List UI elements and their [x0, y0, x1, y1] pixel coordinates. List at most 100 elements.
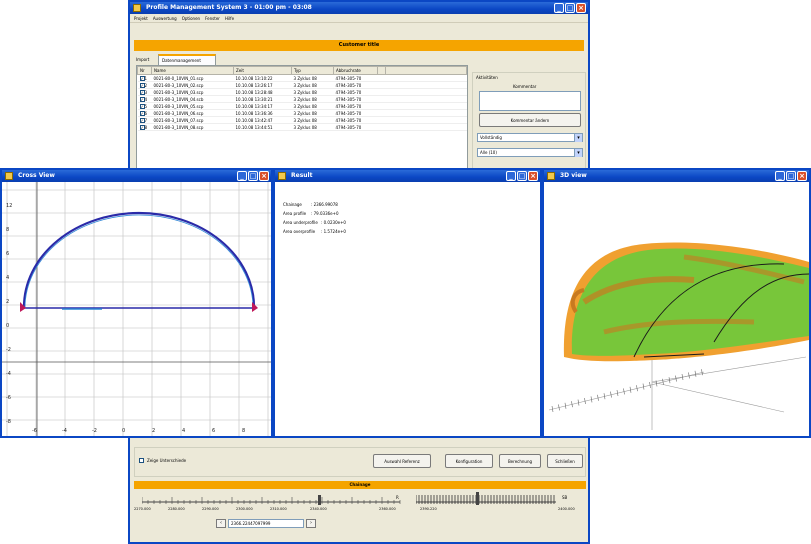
y-tick-label: -4: [6, 371, 11, 377]
row-empty-cell: [377, 116, 386, 124]
menu-optionen[interactable]: Optionen: [181, 16, 201, 21]
close-icon[interactable]: ×: [576, 3, 586, 13]
comment-field[interactable]: [479, 91, 581, 111]
main-title-bar[interactable]: Profile Management System 3 - 01:00 pm -…: [130, 2, 588, 14]
result-row-area-overprofile: Area overprofile: 1.5724e+0: [283, 227, 346, 236]
row-checkbox[interactable]: ✓: [139, 103, 145, 109]
axis-tick: [688, 372, 690, 379]
minimize-icon[interactable]: _: [775, 171, 785, 181]
row-empty-cell: [377, 95, 386, 103]
cell-text: 3 Zyklus 08: [293, 117, 317, 123]
close-icon[interactable]: ×: [797, 171, 807, 181]
filter-select-value: Alle (10): [480, 150, 497, 155]
col-zeit[interactable]: Zeit: [233, 66, 292, 75]
chainage-ruler-left[interactable]: [141, 494, 402, 506]
tunnel-3d-scene[interactable]: [544, 182, 809, 436]
row-zeit: 10.10.08 13:36:36: [233, 109, 292, 117]
minimize-icon[interactable]: _: [237, 171, 247, 181]
table-row[interactable]: ✓8 0021-80-3_10VIN_08.scp 10.10.08 13:44:5…: [137, 123, 467, 131]
table-row[interactable]: ✓4 0021-80-3_10VIN_04.scb 10.10.08 13:30:2…: [137, 95, 467, 103]
row-checkbox[interactable]: ✓: [139, 96, 145, 102]
row-typ: 3 Zyklus 08: [291, 123, 334, 131]
row-checkbox[interactable]: ✓: [139, 89, 145, 95]
row-nr: ✓2: [137, 81, 152, 89]
filter-select[interactable]: Alle (10) ▾: [477, 148, 583, 157]
col-abbruchrate[interactable]: Abbruchrate: [333, 66, 378, 75]
row-checkbox[interactable]: ✓: [139, 82, 145, 88]
calculation-button[interactable]: Berechnung: [499, 454, 541, 468]
row-name: 0021-80-3_10VIN_07.scp: [151, 116, 234, 124]
row-empty-cell: [385, 95, 467, 103]
tab-datenmanagement[interactable]: Datenmanagement: [158, 54, 216, 65]
close-icon[interactable]: ×: [528, 171, 538, 181]
cross-section-plot[interactable]: 12 8 6 4 2 0 -2 -4 -6 -8 -6 -4 -2 0 2 4 6 8: [2, 182, 271, 436]
row-typ: 3 Zyklus 08: [291, 74, 334, 82]
result-title-bar[interactable]: Result _ □ ×: [275, 170, 540, 182]
tab-import[interactable]: Import: [136, 57, 150, 62]
chainage-prev-button[interactable]: ‹: [216, 519, 226, 528]
cell-text: 4794-305-70: [335, 124, 362, 130]
close-icon[interactable]: ×: [259, 171, 269, 181]
table-row[interactable]: ✓1 0021-80-0_10VIN_01.scp 10.10.08 13:10:2…: [137, 74, 467, 82]
minimize-icon[interactable]: _: [554, 3, 564, 13]
chainage-input[interactable]: 2366.22447097999: [228, 519, 304, 528]
chainage-right-mid-label: 2390.220: [420, 507, 437, 511]
cell-text: 0021-80-3_10VIN_05.scp: [153, 103, 204, 109]
col-name[interactable]: Name: [151, 66, 234, 75]
table-row[interactable]: ✓2 0021-80-3_10VIN_02.scp 10.10.08 13:26:1…: [137, 81, 467, 89]
cell-text: 1: [144, 75, 148, 81]
table-row[interactable]: ✓7 0021-80-3_10VIN_07.scp 10.10.08 13:42:4…: [137, 116, 467, 124]
col-typ[interactable]: Typ: [291, 66, 334, 75]
minimize-icon[interactable]: _: [506, 171, 516, 181]
table-row[interactable]: ✓6 0021-80-3_10VIN_06.scp 10.10.08 13:36:3…: [137, 109, 467, 117]
row-nr: ✓3: [137, 88, 152, 96]
maximize-icon[interactable]: □: [248, 171, 258, 181]
row-checkbox[interactable]: ✓: [139, 124, 145, 130]
menu-hilfe[interactable]: Hilfe: [224, 16, 235, 21]
cell-text: 8: [144, 124, 148, 130]
row-nr: ✓7: [137, 116, 152, 124]
cell-text: 4794-305-70: [335, 117, 362, 123]
chainage-end-label: SB: [562, 495, 568, 500]
chainage-ruler-right[interactable]: [415, 492, 556, 506]
row-empty-cell: [377, 81, 386, 89]
cell-text: 0021-80-3_10VIN_02.scp: [153, 82, 204, 88]
row-abbruchrate: 4794-305-70: [333, 81, 378, 89]
maximize-icon[interactable]: □: [786, 171, 796, 181]
row-checkbox[interactable]: ✓: [139, 75, 145, 81]
col-extra-1[interactable]: [377, 66, 386, 75]
cross-view-title-bar[interactable]: Cross View _ □ ×: [2, 170, 271, 182]
table-row[interactable]: ✓5 0021-80-3_10VIN_05.scp 10.10.08 13:34:1…: [137, 102, 467, 110]
configuration-button[interactable]: Konfiguration: [445, 454, 493, 468]
menu-fenster[interactable]: Fenster: [205, 16, 220, 21]
window-icon: [5, 172, 13, 180]
y-tick-label: 6: [6, 251, 9, 257]
row-checkbox[interactable]: ✓: [139, 117, 145, 123]
x-tick-label: -6: [32, 428, 37, 434]
menu-projekt[interactable]: Projekt: [134, 16, 148, 21]
maximize-icon[interactable]: □: [517, 171, 527, 181]
select-reference-button[interactable]: Auswahl Referenz: [373, 454, 431, 468]
table-row[interactable]: ✓3 0021-80-3_10VIN_03.scp 10.10.08 13:28:4…: [137, 88, 467, 96]
x-tick-label: -2: [92, 428, 97, 434]
col-extra-2[interactable]: [385, 66, 467, 75]
y-tick-label: 4: [6, 275, 9, 281]
row-empty-cell: [385, 88, 467, 96]
comment-apply-button[interactable]: Kommentar ändern: [479, 113, 581, 127]
table-header-row: Nr Name Zeit Typ Abbruchrate: [137, 66, 467, 75]
maximize-icon[interactable]: □: [565, 3, 575, 13]
result-label: Area profile: [283, 211, 307, 216]
menu-auswertung[interactable]: Auswertung: [152, 16, 177, 21]
cell-text: 4794-305-70: [335, 96, 362, 102]
chainage-next-button[interactable]: ›: [306, 519, 316, 528]
cell-text: 4794-305-70: [335, 103, 362, 109]
tick-label: 2300.000: [236, 507, 253, 511]
view-3d-title-bar[interactable]: 3D view _ □ ×: [544, 170, 809, 182]
row-checkbox[interactable]: ✓: [139, 110, 145, 116]
row-name: 0021-80-3_10VIN_02.scp: [151, 81, 234, 89]
mode-select[interactable]: Vollständig ▾: [477, 133, 583, 142]
close-button[interactable]: Schließen: [547, 454, 583, 468]
col-nr[interactable]: Nr: [137, 66, 152, 75]
y-tick-label: -8: [6, 419, 11, 425]
show-differences-checkbox[interactable]: [139, 458, 144, 463]
